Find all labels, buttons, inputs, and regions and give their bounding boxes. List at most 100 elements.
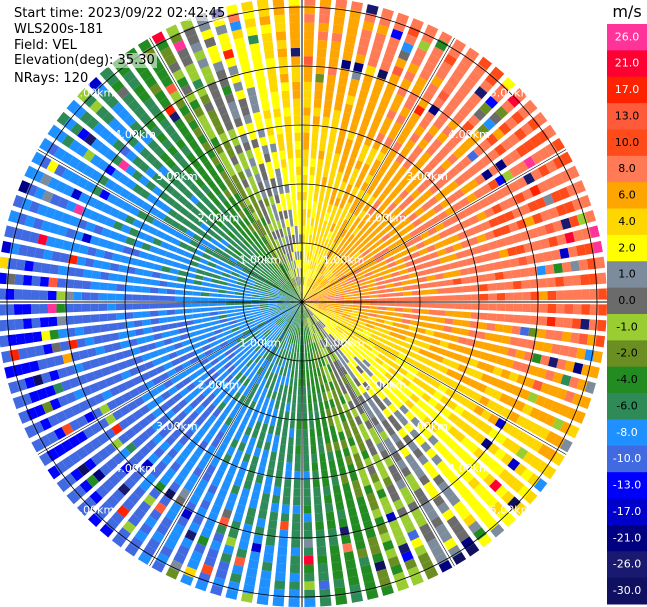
ray-gate (421, 392, 432, 403)
ray-gate (397, 212, 407, 222)
ray-gate (292, 496, 301, 506)
ray-gate (265, 433, 273, 443)
ray-gate (171, 404, 182, 415)
ray-gate (374, 370, 384, 380)
ray-gate (159, 222, 170, 232)
ray-gate (328, 275, 337, 282)
range-ring-label: 2.00km (365, 212, 407, 225)
ray-gate (176, 183, 188, 194)
ray-gate (400, 248, 410, 257)
ray-gate (186, 382, 196, 392)
ray-gate (312, 470, 320, 480)
ray-gate (218, 314, 228, 319)
ray-gate (257, 346, 265, 355)
ray-gate (268, 304, 277, 308)
ray-gate (97, 174, 110, 187)
ray-gate (352, 141, 362, 152)
ray-gate (268, 303, 277, 306)
ray-gate (310, 316, 316, 324)
ray-gate (105, 133, 119, 146)
ray-gate (248, 498, 259, 509)
ray-gate (307, 289, 314, 296)
ray-gate (262, 484, 272, 495)
ray-gate (417, 39, 431, 52)
ray-gate (445, 303, 455, 309)
ray-gate (536, 410, 549, 424)
ray-gate (97, 432, 109, 445)
azimuth-spoke (37, 149, 303, 303)
ray-gate (16, 378, 28, 392)
ray-gate (155, 460, 168, 473)
ray-gate (572, 229, 584, 242)
ray-gate (108, 473, 121, 487)
ray-gate (75, 160, 88, 174)
ray-gate (498, 468, 512, 482)
ray-gate (283, 284, 290, 291)
ray-gate (544, 222, 556, 235)
ray-gate (173, 254, 184, 262)
ray-gate (272, 259, 279, 268)
ray-gate (276, 304, 286, 308)
ray-gate (26, 407, 38, 421)
ray-gate (347, 157, 356, 168)
ray-gate (332, 570, 344, 580)
ray-gate (289, 307, 296, 314)
ray-gate (271, 151, 279, 161)
ray-gate (304, 285, 308, 295)
ray-gate (346, 339, 355, 347)
ray-gate (290, 288, 297, 296)
ray-gate (356, 323, 366, 330)
ray-gate (267, 362, 274, 372)
ray-gate (82, 442, 96, 455)
ray-gate (128, 338, 138, 347)
ray-gate (322, 316, 331, 322)
ray-gate (468, 236, 479, 246)
ray-gate (458, 507, 471, 521)
ray-gate (353, 387, 362, 397)
ray-gate (196, 427, 207, 439)
colorbar-swatch (607, 103, 647, 130)
ray-gate (400, 466, 412, 478)
ray-gate (473, 405, 485, 416)
ray-gate (296, 174, 302, 184)
ray-gate (281, 167, 288, 177)
ray-gate (366, 409, 375, 419)
ray-gate (303, 318, 306, 328)
ray-gate (65, 365, 76, 377)
ray-gate (249, 551, 261, 562)
ray-gate (437, 111, 450, 124)
ray-gate (317, 291, 326, 296)
ray-gate (229, 323, 239, 329)
ray-gate (310, 217, 315, 227)
ray-gate (34, 247, 45, 259)
ray-gate (384, 136, 394, 148)
ray-gate (281, 331, 287, 340)
ray-gate (495, 105, 509, 120)
ray-gate (394, 286, 404, 292)
ray-gate (264, 330, 272, 338)
ray-gate (347, 436, 356, 447)
ray-gate (364, 368, 374, 378)
ray-gate (436, 280, 446, 287)
ray-gate (244, 312, 253, 317)
ray-gate (39, 173, 52, 187)
ray-gate (420, 289, 429, 295)
ray-gate (513, 502, 528, 516)
ray-gate (277, 307, 287, 311)
ray-gate (390, 377, 401, 387)
ray-gate (333, 268, 342, 276)
ray-gate (353, 106, 364, 117)
ray-gate (552, 155, 566, 170)
ray-gate (319, 339, 325, 349)
ray-gate (312, 351, 317, 360)
ray-gate (440, 159, 453, 171)
ray-gate (76, 176, 89, 189)
ray-gate (228, 388, 237, 398)
ray-gate (203, 432, 214, 444)
ray-gate (485, 73, 499, 87)
ray-gate (142, 544, 157, 558)
ray-gate (306, 326, 309, 336)
ray-gate (480, 220, 492, 231)
ray-gate (124, 294, 133, 301)
ray-gate (99, 271, 110, 281)
